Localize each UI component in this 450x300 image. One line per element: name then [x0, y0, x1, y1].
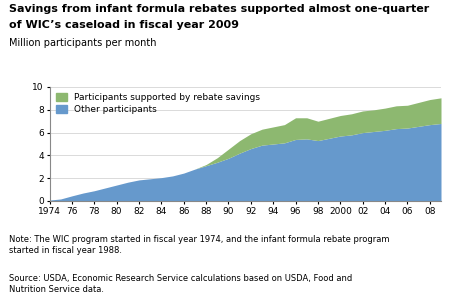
Text: Note: The WIC program started in fiscal year 1974, and the infant formula rebate: Note: The WIC program started in fiscal …: [9, 236, 390, 255]
Text: Million participants per month: Million participants per month: [9, 38, 157, 47]
Text: Savings from infant formula rebates supported almost one-quarter: Savings from infant formula rebates supp…: [9, 4, 429, 14]
Text: Source: USDA, Economic Research Service calculations based on USDA, Food and
Nut: Source: USDA, Economic Research Service …: [9, 274, 352, 294]
Text: of WIC’s caseload in fiscal year 2009: of WIC’s caseload in fiscal year 2009: [9, 20, 239, 29]
Legend: Participants supported by rebate savings, Other participants: Participants supported by rebate savings…: [52, 90, 264, 118]
